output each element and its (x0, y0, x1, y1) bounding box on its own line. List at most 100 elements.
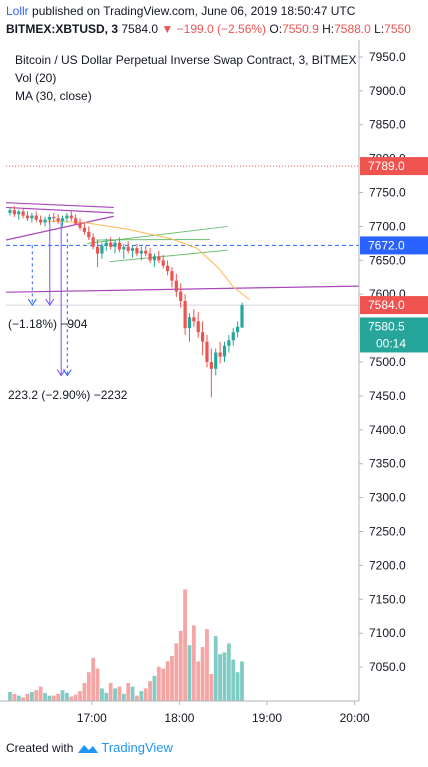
candle-body (201, 332, 205, 342)
candle-body (113, 242, 117, 247)
candle-body (183, 301, 187, 329)
candle-body (39, 219, 43, 223)
countdown-box (360, 334, 428, 353)
author-name[interactable]: Lollr (6, 4, 29, 18)
drawings (5, 165, 360, 377)
legend-vol: Vol (20) (15, 71, 56, 85)
candle-body (82, 227, 87, 232)
candle-body (17, 211, 21, 215)
candle-body (222, 345, 227, 357)
ma-line (43, 220, 250, 301)
volume-bar (43, 692, 47, 701)
arrow-head (62, 369, 72, 377)
candle-body (95, 246, 100, 254)
price-label-box (360, 157, 428, 176)
y-tick-label: 7900.0 (369, 84, 406, 98)
candle-body (8, 210, 12, 213)
candle-body (161, 260, 165, 266)
price-change: −199.0 (−2.56%) (176, 22, 267, 36)
volume-bar (104, 692, 109, 701)
candle-body (87, 231, 91, 238)
volume-bar (16, 695, 21, 701)
measure-label-2: 223.2 (−2.90%) −2232 (8, 388, 128, 402)
y-tick-label: 7850.0 (369, 118, 406, 132)
trendline-purple (5, 202, 114, 209)
y-tick-label: 7300.0 (369, 491, 406, 505)
volume-bar (82, 683, 87, 701)
tradingview-brand[interactable]: TradingView (101, 740, 173, 755)
countdown-text: 00:14 (376, 336, 406, 350)
candle-body (144, 250, 148, 254)
candle-body (187, 317, 192, 329)
volume-bar (95, 668, 100, 701)
volume-bar (235, 672, 240, 701)
arrow-head (27, 298, 37, 306)
publish-info: Lollr published on TradingView.com, June… (6, 4, 355, 18)
trendline-green (87, 225, 228, 244)
trendline-purple (5, 215, 114, 241)
x-tick-label: 20:00 (340, 711, 370, 725)
publish-text: published on TradingView.com, June 06, 2… (32, 4, 356, 18)
candle-body (240, 305, 244, 328)
volume-bar (191, 625, 196, 701)
y-tick-label: 7650.0 (369, 253, 406, 267)
x-tick-label: 19:00 (252, 711, 282, 725)
volume-bar (205, 629, 209, 701)
y-tick-label: 7400.0 (369, 423, 406, 437)
volume-bar (143, 688, 148, 701)
y-tick-label: 7750.0 (369, 186, 406, 200)
candle-body (236, 326, 240, 333)
volume-bar (108, 683, 113, 701)
low-label: L: (374, 22, 385, 36)
volume-bar (117, 686, 122, 701)
candle-body (56, 218, 60, 222)
volume-bar (170, 656, 174, 701)
price-label-text: 7672.0 (368, 238, 405, 252)
candle-body (139, 250, 143, 254)
candle-body (135, 248, 139, 254)
volume-bar (161, 668, 166, 701)
volume-bar (21, 697, 26, 701)
trendline-purple (5, 285, 360, 293)
candle-body (179, 291, 183, 302)
x-tick-label: 18:00 (164, 711, 194, 725)
x-tick-label: 17:00 (77, 711, 107, 725)
y-tick-label: 7150.0 (369, 592, 406, 606)
price-label-text: 7584.0 (368, 298, 405, 312)
candle-body (192, 317, 196, 322)
volume-bar (56, 693, 61, 701)
arrow-head (45, 298, 55, 306)
candles (8, 206, 244, 398)
volume-bar (148, 681, 152, 701)
candle-body (205, 341, 209, 363)
candle-body (157, 256, 161, 261)
legend-ma: MA (30, close) (15, 89, 92, 103)
candle-body (227, 340, 231, 346)
volume-bar (240, 661, 244, 701)
volume-bar (38, 686, 43, 701)
volume-bar (183, 589, 187, 701)
volume-bar (47, 695, 52, 701)
candle-body (174, 280, 178, 292)
low-value: 7550 (384, 22, 411, 36)
price-chart[interactable]: 7050.0 7100.0 7150.0 7200.0 7250.0 7300.0 7350… (0, 40, 428, 740)
candle-body (34, 215, 38, 220)
candle-body (100, 245, 104, 254)
y-tick-label: 7100.0 (369, 626, 406, 640)
open-value: 7550.9 (282, 22, 319, 36)
volume-bar (65, 692, 69, 701)
volume-bar (178, 630, 183, 701)
arrow-head (56, 369, 66, 377)
volume-bar (187, 645, 192, 701)
volume-bar (86, 672, 91, 701)
price-label-box (360, 236, 428, 255)
candle-body (21, 211, 25, 216)
candle-body (170, 271, 174, 281)
chart-title: Bitcoin / US Dollar Perpetual Inverse Sw… (15, 53, 356, 67)
trendline-purple (5, 206, 114, 214)
volume-bar (51, 695, 56, 701)
high-label: H: (322, 22, 335, 36)
volume-bar (196, 661, 201, 701)
tradingview-logo-icon (78, 744, 99, 753)
measure-label-1: (−1.18%) −904 (8, 317, 88, 331)
